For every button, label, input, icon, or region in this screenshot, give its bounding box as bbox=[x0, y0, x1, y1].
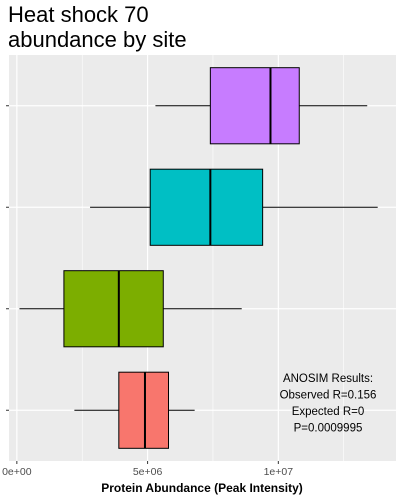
box-group bbox=[155, 67, 368, 145]
box-group bbox=[19, 270, 242, 348]
x-tick-label: 5e+06 bbox=[133, 466, 163, 478]
box bbox=[209, 67, 300, 145]
box bbox=[149, 168, 264, 246]
annotation-line: P=0.0009995 bbox=[294, 423, 363, 435]
box-group bbox=[90, 168, 378, 246]
box-group bbox=[74, 371, 195, 449]
x-tick-label: 1e+07 bbox=[264, 466, 294, 478]
box bbox=[118, 371, 170, 449]
anosim-annotation: ANOSIM Results: Observed R=0.156 Expected … bbox=[280, 373, 377, 435]
annotation-line: Observed R=0.156 bbox=[280, 390, 377, 402]
annotation-line: Expected R=0 bbox=[292, 406, 365, 418]
y-axis-ticks bbox=[6, 105, 9, 411]
box bbox=[63, 270, 164, 348]
annotation-line: ANOSIM Results: bbox=[283, 373, 373, 385]
x-tick-label: 0e+00 bbox=[2, 466, 32, 478]
plot-panel bbox=[9, 55, 396, 461]
x-axis-title: Protein Abundance (Peak Intensity) bbox=[101, 481, 303, 495]
chart-title: Heat shock 70 abundance by site bbox=[8, 2, 187, 52]
x-axis-ticks: 0e+00 5e+06 1e+07 bbox=[2, 461, 293, 478]
boxes bbox=[19, 67, 378, 449]
